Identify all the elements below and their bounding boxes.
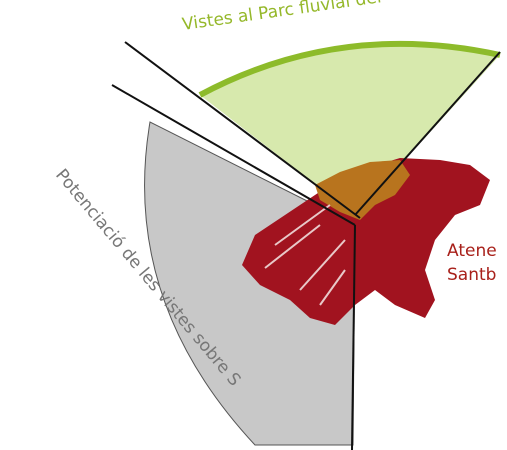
green-sector [200,43,500,216]
blob-lines [264,204,346,306]
view-line [351,224,356,450]
top-label: Vistes al Parc fluvial del [181,0,383,35]
view-line [354,51,501,216]
red-area [242,158,490,325]
right-label: Atene [447,241,497,261]
gray-sector [144,121,356,446]
view-line [124,41,361,219]
orange-area [315,160,410,220]
view-line [111,84,356,226]
right-label: Santb [447,265,496,285]
green-arc [198,40,501,98]
